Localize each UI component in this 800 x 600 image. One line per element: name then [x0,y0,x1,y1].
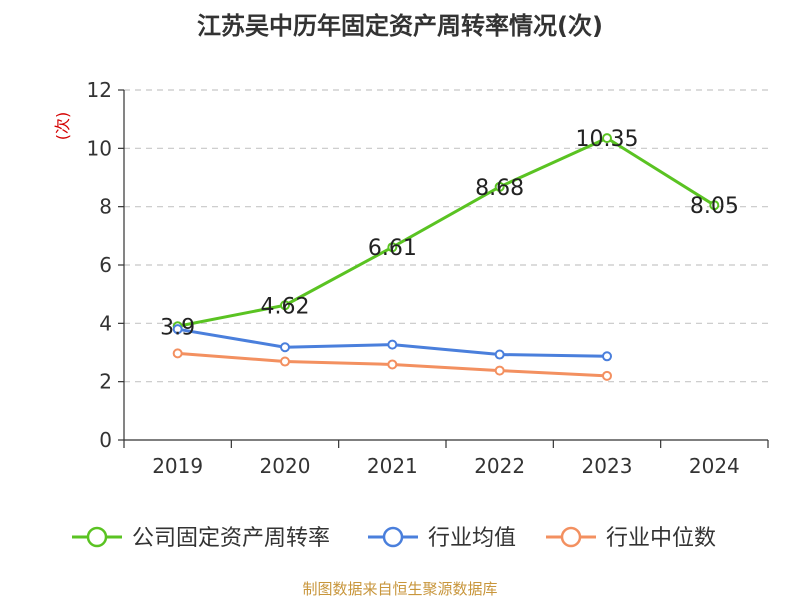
y-tick-label: 4 [99,311,112,335]
data-point [172,348,183,359]
data-point [280,342,290,353]
x-tick-label: 2022 [474,454,525,478]
data-point [494,349,505,360]
axes [118,89,769,448]
grid-lines [124,89,768,383]
y-tick-label: 6 [99,253,112,277]
data-point [494,181,505,192]
legend-label: 行业均值 [428,526,516,551]
legend-label: 行业中位数 [606,526,716,551]
y-axis-label: (次) [53,112,72,141]
data-point [280,356,290,367]
y-tick-label: 0 [99,428,112,452]
source-note: 制图数据来自恒生聚源数据库 [302,580,498,598]
x-tick-label: 2023 [582,454,633,478]
x-tick-label: 2019 [152,454,203,478]
data-labels: 3.9 4.62 6.61 8.68 10.35 8.05 [160,127,739,340]
x-tick-label: 2021 [367,454,418,478]
data-point [387,359,398,370]
x-tick-label: 2020 [260,454,311,478]
x-tick-labels: 2019 2020 2021 2022 2023 2024 [152,454,740,478]
data-point [709,200,720,211]
legend-marker [86,526,108,548]
data-point [494,365,505,376]
data-point [172,324,183,335]
y-tick-label: 8 [99,195,112,219]
data-point [602,351,612,362]
legend-marker [382,526,404,548]
y-tick-label: 12 [87,78,112,102]
data-label: 4.62 [261,294,310,319]
data-label: 10.35 [576,127,639,152]
data-label: 6.61 [368,236,417,261]
legend-label: 公司固定资产周转率 [132,526,330,551]
data-point [280,300,290,311]
series-lines [172,133,720,381]
data-point [387,242,398,253]
x-tick-label: 2024 [689,454,740,478]
series-line [177,136,716,328]
y-tick-labels: 0 2 4 6 8 10 12 [87,78,112,452]
chart-title: 江苏吴中历年固定资产周转率情况(次) [197,12,603,40]
y-tick-label: 10 [87,136,112,160]
data-label: 3.9 [160,315,195,340]
legend: 公司固定资产周转率 行业均值 行业中位数 [72,526,716,551]
data-point [387,339,398,350]
data-point [602,370,612,381]
y-tick-label: 2 [99,370,112,394]
data-point [602,133,612,144]
data-label: 8.05 [690,194,739,219]
data-label: 8.68 [475,176,524,201]
legend-marker [560,526,582,548]
